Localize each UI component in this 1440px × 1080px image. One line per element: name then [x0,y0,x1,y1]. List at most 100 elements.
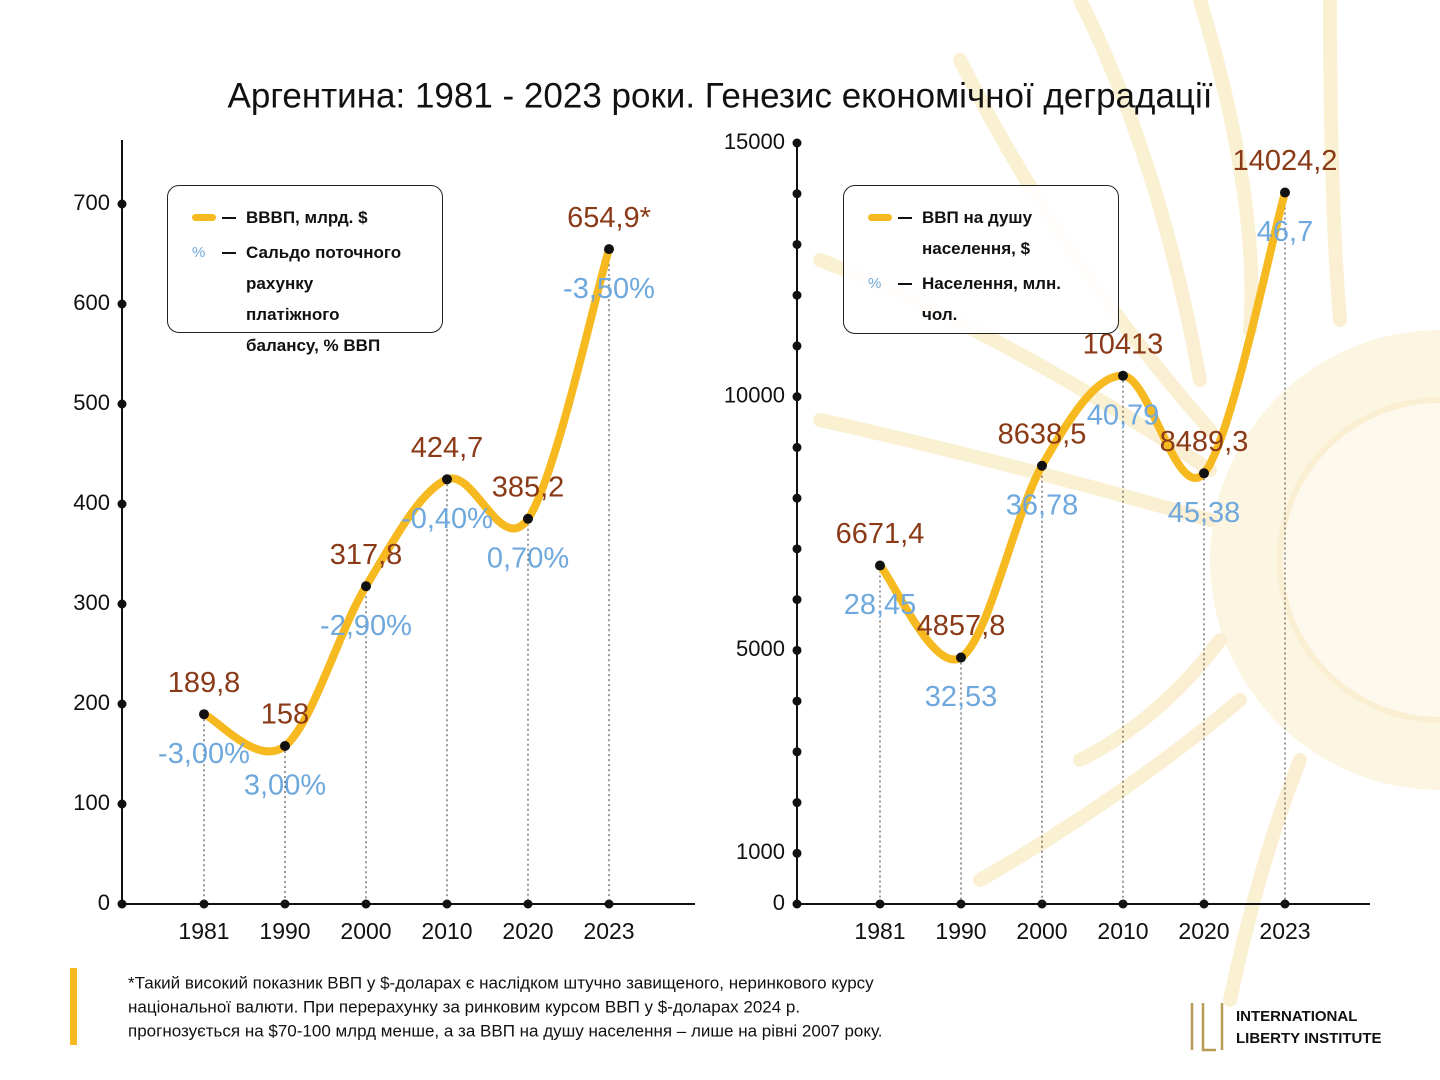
point [523,513,533,524]
y-tick-label: 500 [73,390,110,415]
x-tick-dot [875,899,885,909]
y-tick-dot [792,138,802,148]
x-tick-label: 2023 [583,918,634,944]
legend: ВВВП, млрд. $% Сальдо поточного рахунку п… [167,185,443,355]
y-tick-dot [117,599,127,609]
legend: ВВП на душу населення, $% Населення, млн.… [843,185,1119,334]
x-tick-label: 2020 [1178,918,1229,944]
legend-dash [222,217,236,219]
legend-symbol [868,202,898,233]
y-tick-dot [792,442,802,452]
footnote-line: національної валюти. При перерахунку за … [128,997,800,1016]
legend-item: % Населення, млн. чол. [868,268,1100,330]
sun-decoration [813,0,1440,1007]
y-tick-dot [792,341,802,351]
secondary-label: 32,53 [925,681,998,713]
legend-item: ВВВП, млрд. $ [192,202,424,233]
secondary-label: 0,70% [487,542,569,574]
x-tick-label: 2010 [421,918,472,944]
x-tick-dot [1280,899,1290,909]
y-tick-dot [117,399,127,409]
x-tick-dot [1037,899,1047,909]
y-tick-label: 700 [73,190,110,215]
legend-dash [222,252,236,254]
legend-swatch [868,214,892,221]
secondary-label: -0,40% [401,503,493,535]
point [956,652,966,663]
data-label: 8638,5 [998,418,1087,450]
x-tick-label: 2000 [340,918,391,944]
legend-label: ВВП на душу населення, $ [922,208,1033,258]
point [361,581,371,592]
y-tick-dot [792,645,802,655]
data-label: 189,8 [168,667,241,699]
y-tick-label: 100 [73,790,110,815]
y-tick-dot [792,544,802,554]
y-tick-label: 0 [98,890,110,915]
legend-marker: % [192,244,206,261]
y-tick-dot [792,239,802,249]
y-tick-label: 600 [73,290,110,315]
y-tick-dot [117,499,127,509]
y-tick-dot [792,392,802,402]
point [1199,468,1209,479]
x-tick-dot [1118,899,1128,909]
logo-mark [1190,1003,1224,1052]
y-tick-label: 5000 [736,636,785,661]
x-tick-label: 2023 [1259,918,1310,944]
footnote-line: *Такий високий показник ВВП у $-доларах … [128,973,874,992]
x-tick-label: 1981 [178,918,229,944]
legend-label: Населення, млн. чол. [922,274,1061,324]
legend-label: Сальдо поточного рахунку платіжного бала… [246,243,402,355]
data-label: 158 [261,699,309,731]
point [875,560,885,571]
logo-text: Liberty Institute [1236,1030,1382,1047]
x-tick-dot [199,899,209,909]
secondary-label: -2,90% [320,610,412,642]
secondary-label: 46,7 [1257,216,1313,248]
legend-item: ВВП на душу населення, $ [868,202,1100,264]
legend-dash [898,283,912,285]
y-tick-label: 300 [73,590,110,615]
y-tick-label: 1000 [736,839,785,864]
y-tick-dot [792,798,802,808]
y-tick-label: 10000 [724,382,785,407]
x-tick-dot [604,899,614,909]
y-tick-dot [792,899,802,909]
y-tick-dot [117,699,127,709]
legend-item: % Сальдо поточного рахунку платіжного бал… [192,237,424,361]
x-tick-label: 1981 [854,918,905,944]
secondary-label: 45,38 [1168,497,1241,529]
x-tick-label: 1990 [259,918,310,944]
point [1118,370,1128,381]
x-tick-label: 2010 [1097,918,1148,944]
legend-swatch [192,214,216,221]
y-tick-label: 200 [73,690,110,715]
point [1280,187,1290,198]
data-label: 4857,8 [917,610,1006,642]
secondary-label: 28,45 [844,589,917,621]
y-tick-dot [792,189,802,199]
legend-marker: % [868,275,882,292]
legend-dash [898,217,912,219]
x-tick-dot [361,899,371,909]
x-tick-label: 1990 [935,918,986,944]
secondary-label: -3,00% [158,738,250,770]
data-label: 8489,3 [1160,426,1249,458]
point [199,709,209,720]
point [442,474,452,485]
footnote-bar [70,968,77,1045]
y-tick-label: 15000 [724,129,785,154]
logo-text: International [1236,1008,1357,1025]
point [1037,460,1047,471]
y-tick-dot [792,290,802,300]
point [280,741,290,751]
x-tick-label: 2020 [502,918,553,944]
y-tick-dot [792,493,802,503]
data-label: 424,7 [411,432,484,464]
secondary-label: -3,50% [563,273,655,305]
y-tick-dot [792,595,802,605]
data-label: 385,2 [492,471,565,503]
